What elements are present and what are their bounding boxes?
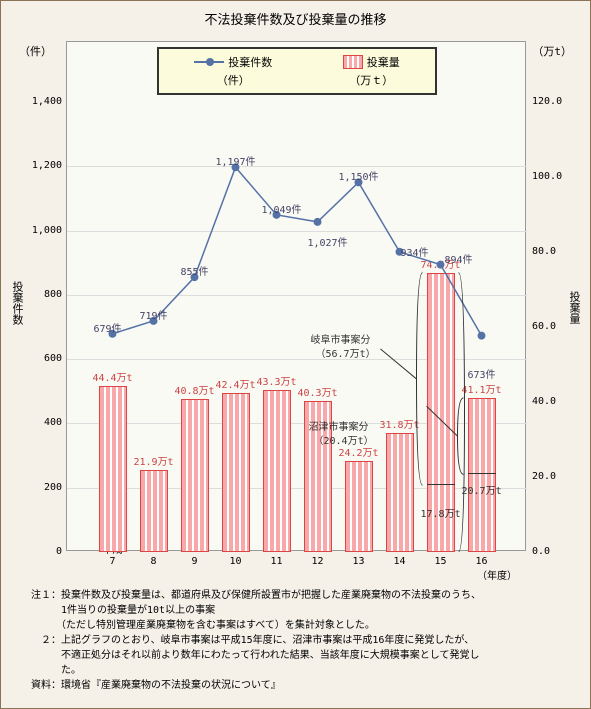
x-tick: 13 bbox=[352, 556, 364, 567]
note-1a: 注１：投棄件数及び投棄量は、都道府県及び保健所設置市が把握した産業廃棄物の不法投… bbox=[31, 588, 561, 603]
footnotes: 注１：投棄件数及び投棄量は、都道府県及び保健所設置市が把握した産業廃棄物の不法投… bbox=[31, 588, 561, 693]
x-tick: 16 bbox=[475, 556, 487, 567]
y2-tick: 40.0 bbox=[532, 396, 567, 407]
bar-value-label: 40.3万t bbox=[297, 384, 337, 399]
y1-title: 投棄件数 bbox=[9, 281, 25, 325]
line-value-label: 1,197件 bbox=[215, 153, 255, 168]
y2-title: 投棄量 bbox=[566, 291, 582, 324]
x-axis-label: （年度） bbox=[477, 567, 517, 582]
note-2c: た。 bbox=[31, 663, 561, 678]
bar-value-label: 40.8万t bbox=[174, 382, 214, 397]
legend: 投棄件数 （件） 投棄量 （万ｔ） bbox=[157, 47, 437, 95]
plot-area: 02004006008001,0001,2001,4000.020.040.06… bbox=[67, 102, 527, 552]
bar-value-label: 21.9万t bbox=[133, 453, 173, 468]
line-value-label: 934件 bbox=[400, 244, 428, 259]
legend-bar-label: 投棄量 bbox=[367, 54, 400, 70]
ann-r10: 20.7万t bbox=[462, 482, 502, 497]
ann-gifu-val: （56.7万t） bbox=[316, 345, 376, 360]
bar bbox=[99, 386, 127, 553]
x-tick: 15 bbox=[434, 556, 446, 567]
bar-swatch bbox=[343, 55, 363, 69]
bar-value-label: 41.1万t bbox=[461, 381, 501, 396]
y1-tick: 1,400 bbox=[27, 96, 62, 107]
y1-tick: 200 bbox=[27, 482, 62, 493]
y2-tick: 120.0 bbox=[532, 96, 567, 107]
legend-item-line: 投棄件数 （件） bbox=[194, 54, 272, 88]
note-1c: （ただし特別管理産業廃棄物を含む事案はすべて）を集計対象とした。 bbox=[31, 618, 561, 633]
legend-item-bar: 投棄量 （万ｔ） bbox=[343, 54, 400, 88]
bar bbox=[468, 398, 496, 552]
y1-tick: 1,200 bbox=[27, 160, 62, 171]
chart-area: 投棄件数 （件） 投棄量 （万ｔ） 02004006008001,0001,20… bbox=[66, 41, 526, 551]
figure-container: 不法投棄件数及び投棄量の推移 （件） （万t） 投棄件数 投棄量 投棄件数 （件… bbox=[0, 0, 591, 709]
bar bbox=[181, 399, 209, 552]
x-tick: 14 bbox=[393, 556, 405, 567]
bar-value-label: 42.4万t bbox=[215, 376, 255, 391]
bar bbox=[140, 470, 168, 552]
y2-tick: 20.0 bbox=[532, 471, 567, 482]
line-value-label: 719件 bbox=[139, 307, 167, 322]
bar bbox=[345, 461, 373, 552]
y2-tick: 60.0 bbox=[532, 321, 567, 332]
y2-tick: 100.0 bbox=[532, 171, 567, 182]
x-tick: 9 bbox=[191, 556, 197, 567]
x-tick: 12 bbox=[311, 556, 323, 567]
bar-value-label: 44.4万t bbox=[92, 369, 132, 384]
x-tick: 8 bbox=[150, 556, 156, 567]
bar-value-label: 31.8万t bbox=[379, 416, 419, 431]
y1-tick: 1,000 bbox=[27, 225, 62, 236]
y2-unit: （万t） bbox=[532, 43, 572, 59]
legend-line-label: 投棄件数 bbox=[228, 54, 272, 70]
line-value-label: 855件 bbox=[180, 263, 208, 278]
bar bbox=[263, 390, 291, 552]
legend-line-unit: （件） bbox=[217, 72, 250, 88]
line-value-label: 679件 bbox=[93, 320, 121, 335]
y2-tick: 0.0 bbox=[532, 546, 567, 557]
x-tick: 11 bbox=[270, 556, 282, 567]
y1-tick: 800 bbox=[27, 289, 62, 300]
annotation-overlay bbox=[67, 102, 527, 552]
source: 資料：環境省『産業廃棄物の不法投棄の状況について』 bbox=[31, 678, 561, 693]
line-swatch bbox=[194, 61, 224, 63]
note-2b: 不適正処分はそれ以前より数年にわたって行われた結果、当該年度に大規模事案として発… bbox=[31, 648, 561, 663]
ann-numazu-val: （20.4万t） bbox=[314, 432, 374, 447]
bar-value-label: 43.3万t bbox=[256, 373, 296, 388]
y1-tick: 0 bbox=[27, 546, 62, 557]
line-value-label: 1,150件 bbox=[338, 168, 378, 183]
ann-numazu: 沼津市事案分 bbox=[309, 418, 369, 433]
legend-bar-unit: （万ｔ） bbox=[349, 72, 393, 88]
ann-r9: 17.8万t bbox=[421, 505, 461, 520]
note-2a: ２：上記グラフのとおり、岐阜市事案は平成15年度に、沼津市事案は平成16年度に発… bbox=[31, 633, 561, 648]
bar bbox=[222, 393, 250, 552]
note-1b: 1件当りの投棄量が10t以上の事案 bbox=[31, 603, 561, 618]
x-tick: 10 bbox=[229, 556, 241, 567]
line-series bbox=[67, 102, 527, 552]
y1-tick: 400 bbox=[27, 417, 62, 428]
line-value-label: 673件 bbox=[467, 366, 495, 381]
ann-gifu: 岐阜市事案分 bbox=[311, 331, 371, 346]
bar bbox=[386, 433, 414, 552]
line-value-label: 1,049件 bbox=[261, 201, 301, 216]
chart-title: 不法投棄件数及び投棄量の推移 bbox=[1, 1, 590, 36]
line-value-label: 894件 bbox=[444, 251, 472, 266]
y2-tick: 80.0 bbox=[532, 246, 567, 257]
line-value-label: 1,027件 bbox=[307, 234, 347, 249]
y1-tick: 600 bbox=[27, 353, 62, 364]
y1-unit: （件） bbox=[19, 43, 52, 59]
